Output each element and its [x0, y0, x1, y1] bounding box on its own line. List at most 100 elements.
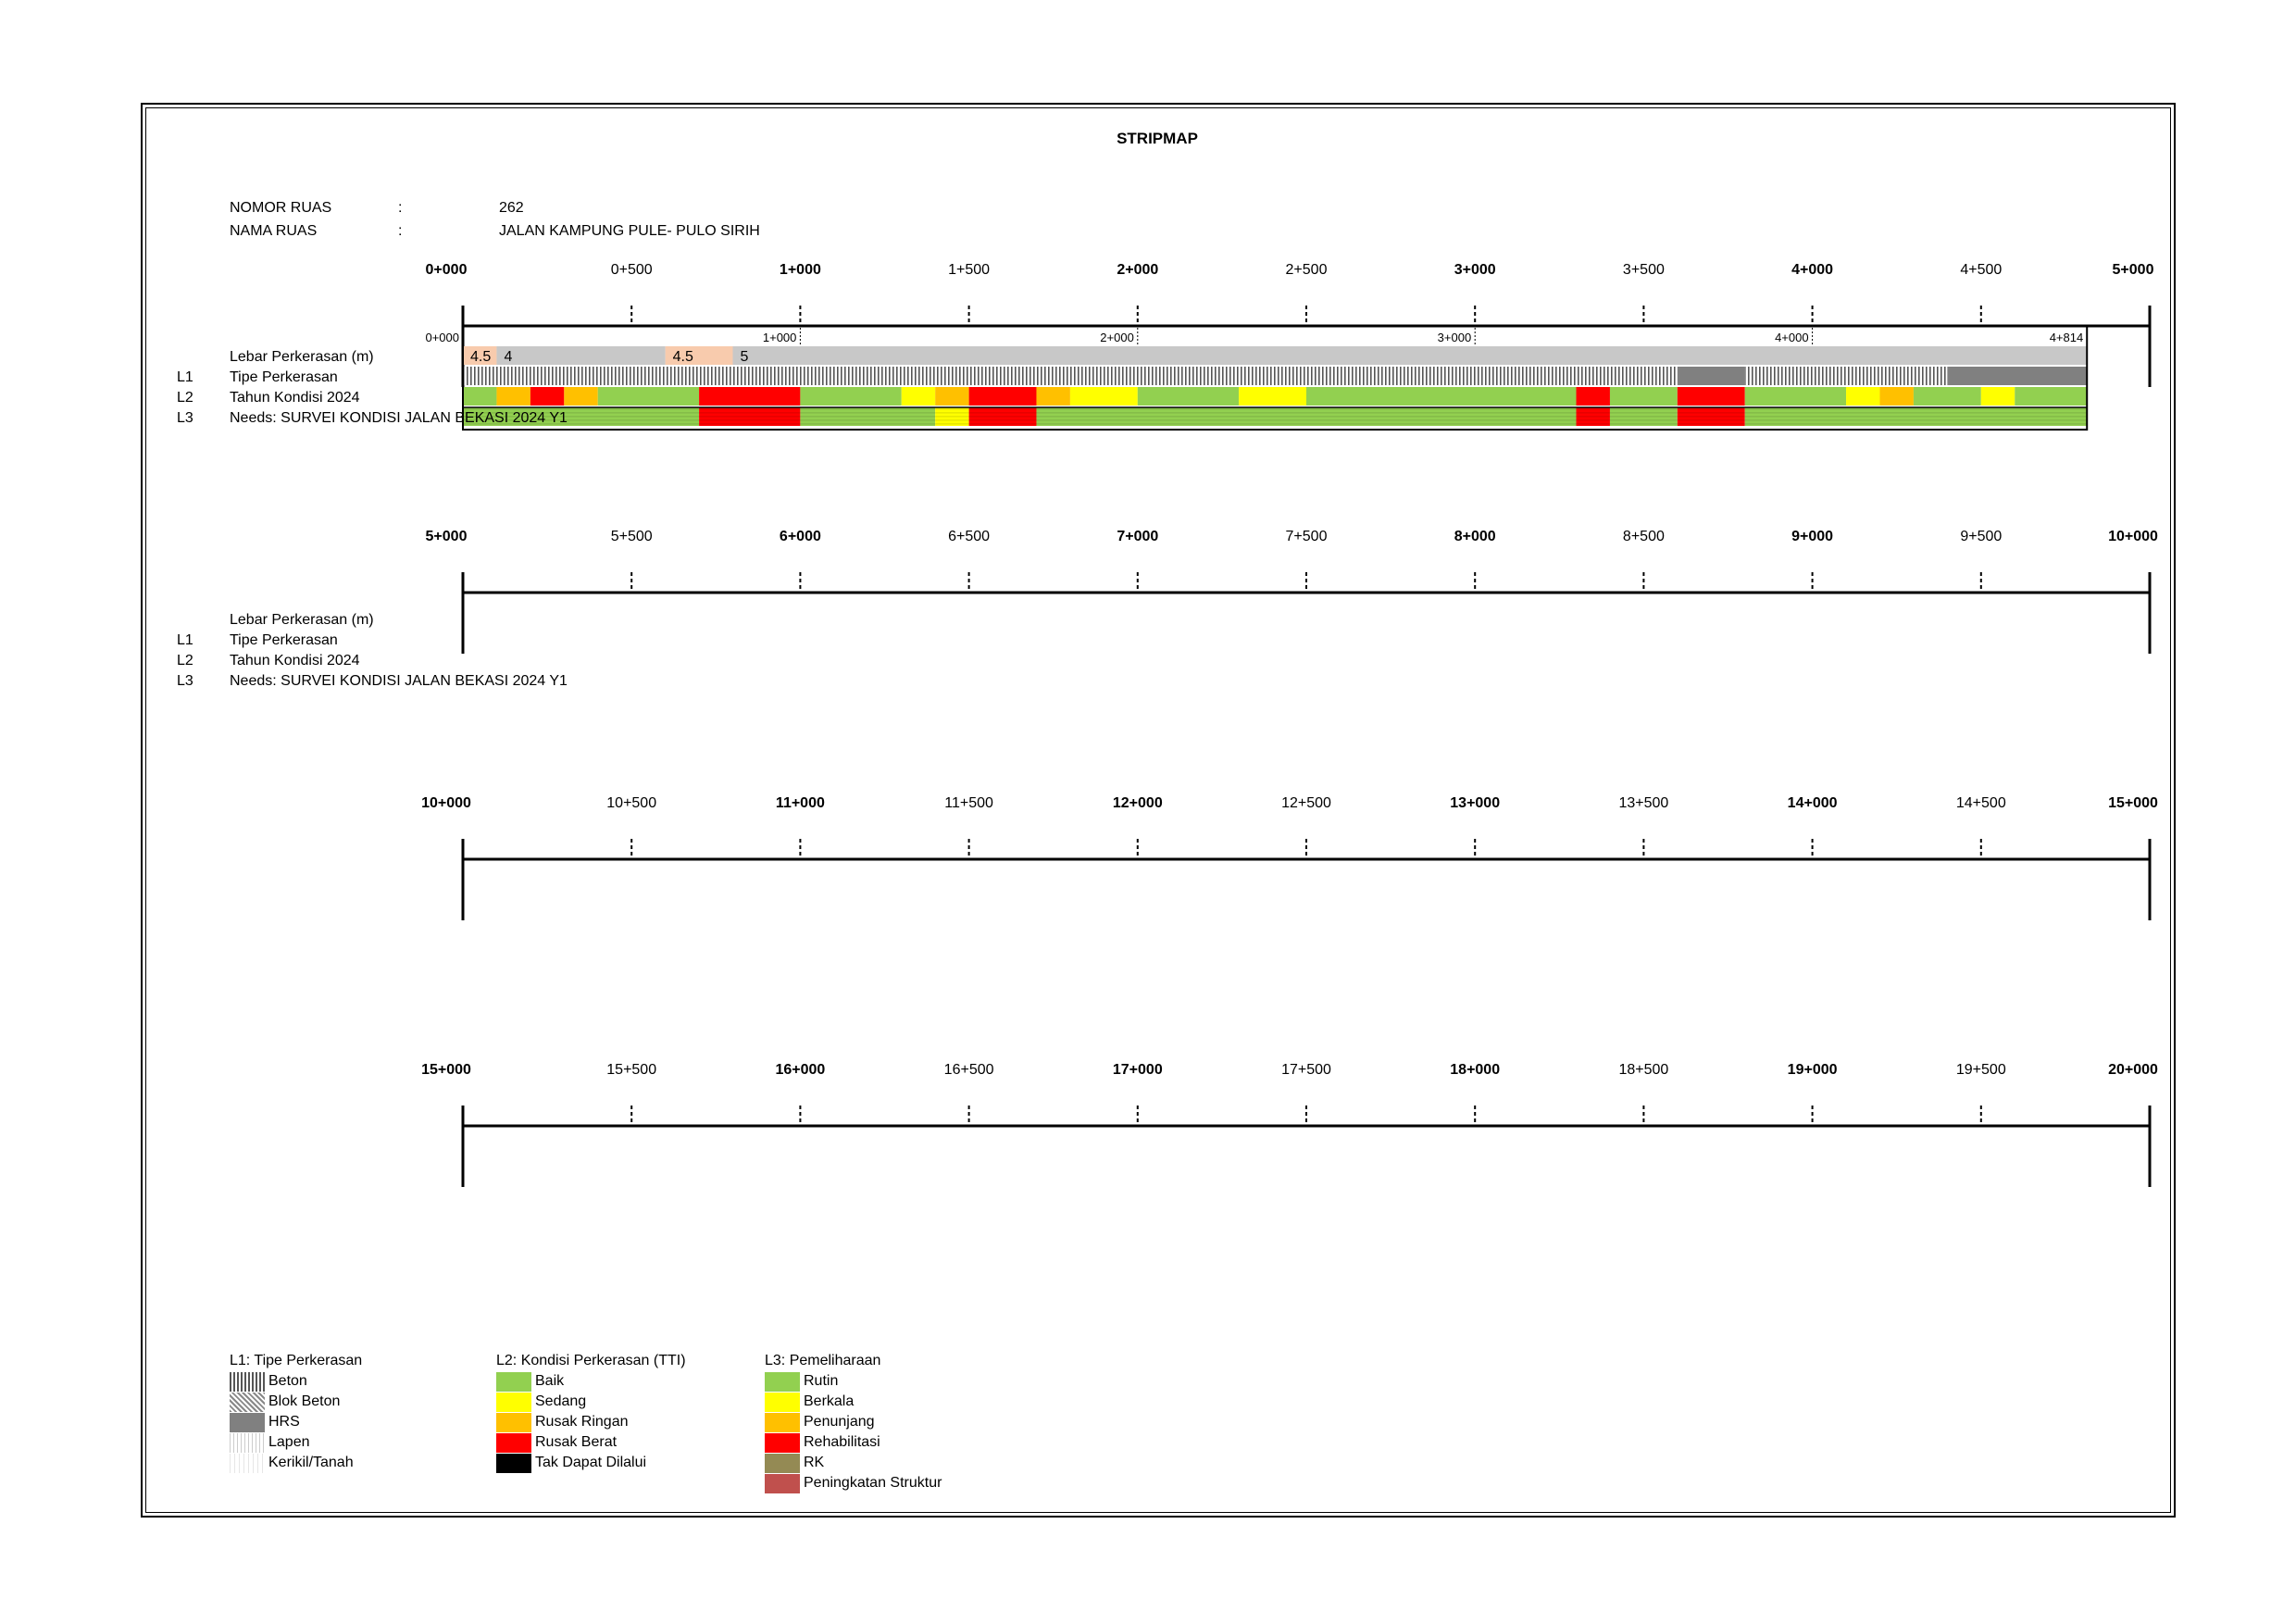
width-segment — [496, 346, 666, 365]
legend-item: Rutin — [765, 1371, 942, 1392]
legend-label: Lapen — [268, 1434, 310, 1450]
row-label: Tipe Perkerasan — [230, 369, 338, 385]
km-tick-label: 12+500 — [1281, 795, 1331, 811]
km-tick-label: 7+000 — [1117, 529, 1158, 544]
condition-segment — [1239, 387, 1306, 406]
legend-label: Baik — [535, 1373, 565, 1389]
pavement-segment — [1744, 367, 1948, 385]
km-tick-label: 14+000 — [1788, 795, 1838, 811]
legend-item: Kerikil/Tanah — [230, 1453, 362, 1473]
km-tick-label: 20+000 — [2108, 1062, 2158, 1078]
condition-segment — [1846, 387, 1880, 406]
road-km-label: 2+000 — [1100, 331, 1134, 344]
legend-label: Sedang — [535, 1393, 587, 1409]
legend-swatch — [230, 1412, 265, 1432]
km-tick-label: 1+000 — [780, 262, 821, 278]
km-tick-label: 2+000 — [1117, 262, 1158, 278]
row-code: L1 — [177, 369, 193, 385]
road-km-label: 1+000 — [763, 331, 797, 344]
km-tick-label: 10+500 — [606, 795, 656, 811]
condition-segment — [1744, 387, 1847, 406]
condition-segment — [496, 387, 530, 406]
width-segment — [665, 346, 733, 365]
pavement-segment — [1677, 367, 1745, 385]
km-tick-label: 0+500 — [611, 262, 653, 278]
km-tick-label: 17+000 — [1113, 1062, 1163, 1078]
km-tick-label: 10+000 — [421, 795, 471, 811]
legend-swatch — [765, 1432, 800, 1453]
condition-segment — [1677, 387, 1745, 406]
page-title: STRIPMAP — [1117, 130, 1198, 147]
needs-segment-texture — [1576, 407, 1610, 426]
km-tick-label: 15+500 — [606, 1062, 656, 1078]
km-tick-label: 5+500 — [611, 529, 653, 544]
legend-label: Rutin — [804, 1373, 839, 1389]
legend-item: Baik — [496, 1371, 686, 1392]
legend-l3: L3: Pemeliharaan Rutin Berkala Penunjang Re… — [765, 1351, 942, 1493]
km-tick-label: 15+000 — [2108, 795, 2158, 811]
legend-label: Penunjang — [804, 1414, 875, 1430]
legend-swatch — [765, 1392, 800, 1412]
legend-swatch — [765, 1473, 800, 1493]
road-strips: 0+000 1+000 2+000 3+000 4+000 4+814 4.5 4 4.5 5 Le… — [177, 325, 2089, 431]
km-tick-label: 11+000 — [776, 795, 825, 811]
row-code: L1 — [177, 632, 193, 648]
row-code: L2 — [177, 653, 193, 668]
condition-segment — [1069, 387, 1138, 406]
legend-item: Penunjang — [765, 1412, 942, 1432]
condition-segment — [935, 387, 969, 406]
row-code: L3 — [177, 673, 193, 689]
pavement-segment — [463, 367, 1678, 385]
legend-item: Rehabilitasi — [765, 1432, 942, 1453]
legend-l2-title: L2: Kondisi Perkerasan (TTI) — [496, 1353, 686, 1368]
row-label: Tahun Kondisi 2024 — [230, 653, 360, 668]
km-tick-label: 6+500 — [948, 529, 990, 544]
legend-swatch — [765, 1371, 800, 1392]
km-tick-label: 1+500 — [948, 262, 990, 278]
km-tick-label: 13+500 — [1618, 795, 1668, 811]
legend-swatch — [496, 1453, 531, 1473]
condition-segment — [1609, 387, 1678, 406]
stripmap-panels: 0+000 0+500 1+000 1+500 2+000 2+500 3+000 3+500… — [177, 262, 2158, 1187]
km-tick-label: 5+000 — [2113, 262, 2154, 278]
km-tick-label: 10+000 — [2108, 529, 2158, 544]
legend-item: RK — [765, 1453, 942, 1473]
legend-swatch — [230, 1453, 265, 1473]
needs-segment-texture — [1744, 407, 2088, 426]
legend-item: Beton — [230, 1371, 362, 1392]
km-tick-label: 16+000 — [775, 1062, 825, 1078]
stripmap-panel-4: 15+000 15+500 16+000 16+500 17+000 17+500 18+0… — [421, 1062, 2158, 1187]
road-km-label: 3+000 — [1438, 331, 1472, 344]
km-tick-label: 12+000 — [1113, 795, 1163, 811]
km-tick-label: 7+500 — [1286, 529, 1328, 544]
nama-ruas-value: JALAN KAMPUNG PULE- PULO SIRIH — [499, 223, 760, 239]
km-tick-label: 18+000 — [1450, 1062, 1500, 1078]
legend-label: Blok Beton — [268, 1393, 341, 1409]
km-tick-label: 18+500 — [1618, 1062, 1668, 1078]
row-label: Needs: SURVEI KONDISI JALAN BEKASI 2024 … — [230, 410, 568, 426]
condition-segment — [530, 387, 565, 406]
road-outline — [462, 325, 2089, 431]
legend-item: Sedang — [496, 1392, 686, 1412]
condition-segment — [1879, 387, 1914, 406]
stripmap-panel-2: 5+000 5+500 6+000 6+500 7+000 7+500 8+000 8+500… — [177, 529, 2158, 689]
legend-l1: L1: Tipe Perkerasan Beton Blok Beton HRS La… — [230, 1351, 362, 1473]
needs-segment-texture — [800, 407, 936, 426]
width-segment — [463, 346, 497, 365]
condition-segment — [1137, 387, 1240, 406]
road-km-label: 4+000 — [1775, 331, 1809, 344]
legend-l1-title: L1: Tipe Perkerasan — [230, 1353, 363, 1368]
nama-ruas-separator: : — [398, 223, 403, 239]
km-tick-label: 16+500 — [944, 1062, 994, 1078]
legend-swatch — [765, 1453, 800, 1473]
legend-label: Beton — [268, 1373, 307, 1389]
legend-item: Rusak Berat — [496, 1432, 686, 1453]
condition-segment — [1913, 387, 1981, 406]
km-tick-label: 19+000 — [1788, 1062, 1838, 1078]
row-code: L3 — [177, 410, 193, 426]
condition-segment — [597, 387, 700, 406]
legend-item: Tak Dapat Dilalui — [496, 1453, 686, 1473]
condition-segment — [699, 387, 801, 406]
legend-label: Rusak Ringan — [535, 1414, 629, 1430]
nama-ruas-label: NAMA RUAS — [230, 223, 318, 239]
